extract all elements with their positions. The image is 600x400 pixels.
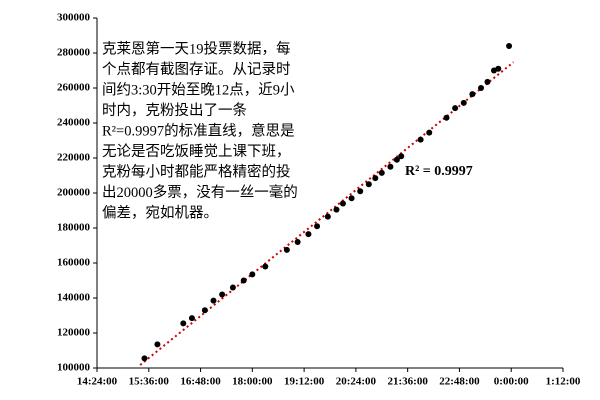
trendline [139, 61, 515, 366]
y-tick-label: 220000 [57, 152, 91, 164]
point [478, 85, 485, 91]
point [506, 43, 513, 49]
point [378, 169, 385, 176]
point [393, 156, 400, 163]
r-squared-annotation: R² = 0.9997 [405, 164, 473, 179]
description-line: 间约3:30开始至晚12点，近9小 [102, 81, 295, 98]
x-tick-label: 1:12:00 [546, 376, 581, 388]
point [365, 181, 372, 188]
point [339, 200, 346, 207]
point [201, 307, 208, 314]
y-tick-label: 180000 [57, 222, 91, 234]
point [210, 297, 217, 304]
point [387, 163, 394, 170]
description-line: 克粉每小时都能严格精密的投 [102, 163, 291, 180]
point [426, 129, 433, 136]
point [180, 320, 187, 327]
point [417, 136, 424, 143]
x-tick-label: 21:36:00 [388, 376, 429, 388]
point [283, 246, 290, 253]
description-line: 出20000多票，没有一丝一毫的 [102, 183, 298, 201]
x-tick-label: 0:00:00 [494, 376, 529, 388]
point [249, 271, 256, 278]
description-line: 无论是否吃饭睡觉上课下班， [102, 143, 291, 160]
point [240, 277, 247, 284]
description-line: 克莱恩第一天19投票数据，每 [102, 39, 291, 57]
point [333, 206, 340, 213]
point [219, 291, 226, 298]
point [398, 153, 405, 160]
y-tick-label: 300000 [57, 12, 91, 24]
description-line: 时内，克粉投出了一条 [102, 102, 247, 119]
y-tick-label: 200000 [57, 187, 91, 199]
x-tick-label: 22:48:00 [439, 376, 480, 388]
description-line: 偏差，宛如机器。 [102, 204, 218, 221]
x-tick-label: 18:00:00 [232, 376, 273, 388]
point [452, 105, 459, 112]
y-tick-label: 240000 [57, 117, 91, 129]
y-tick-label: 280000 [57, 47, 91, 59]
description-line: R²=0.9997的标准直线，意思是 [102, 121, 295, 139]
point [484, 78, 491, 85]
x-tick-label: 19:12:00 [284, 376, 325, 388]
y-tick-label: 260000 [57, 82, 91, 94]
x-tick-label: 16:48:00 [180, 376, 221, 388]
y-tick-label: 120000 [57, 327, 91, 339]
point [460, 99, 467, 106]
point [314, 223, 321, 230]
point [348, 195, 355, 202]
point [294, 239, 301, 245]
point [229, 284, 236, 291]
point [372, 175, 379, 182]
point [305, 231, 312, 238]
y-tick-label: 100000 [57, 362, 91, 374]
point [262, 263, 269, 270]
description-line: 个点都有截图存证。从记录时 [102, 61, 291, 78]
point [469, 91, 476, 98]
point [141, 355, 148, 362]
point [443, 114, 450, 121]
point [154, 341, 161, 348]
point [324, 213, 331, 220]
x-tick-label: 15:36:00 [129, 376, 170, 388]
y-tick-label: 160000 [57, 257, 91, 269]
y-tick-label: 140000 [57, 292, 91, 304]
point [495, 65, 502, 72]
x-tick-label: 14:24:00 [77, 376, 118, 388]
x-tick-label: 20:24:00 [336, 376, 377, 388]
point [357, 188, 364, 195]
point [188, 315, 195, 322]
